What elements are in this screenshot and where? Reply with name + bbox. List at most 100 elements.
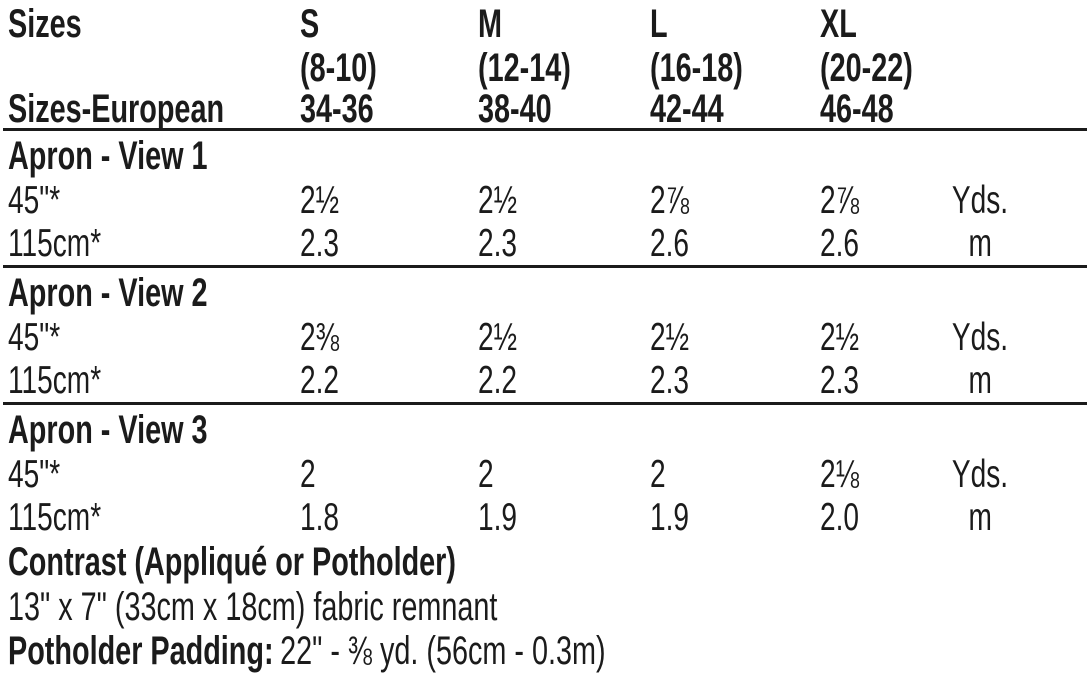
yardage-value: 2.6: [650, 222, 690, 265]
fabric-width-label-cell: 45"*: [0, 179, 300, 222]
yardage-value-cell: 2⅞: [650, 179, 820, 222]
sizes-corner-cell: Sizes: [0, 2, 300, 46]
european-size-m-cell: 38-40: [478, 89, 650, 129]
yardage-value: 2.3: [478, 222, 518, 265]
yardage-row-view3-115cm: 115cm* 1.8 1.9 1.9 2.0 m: [0, 496, 1092, 539]
contrast-note-title: Contrast (Appliqué or Potholder): [0, 540, 1092, 585]
contrast-note-title-text: Contrast (Appliqué or Potholder): [8, 540, 456, 584]
fabric-width-label: 45"*: [8, 316, 61, 359]
unit-cell: m: [930, 496, 1030, 539]
european-size-l: 42-44: [650, 87, 724, 131]
size-range-s-cell: (8-10): [300, 46, 478, 90]
unit-label-meters: m: [968, 222, 992, 265]
european-size-xl: 46-48: [820, 87, 894, 131]
european-size-xl-cell: 46-48: [820, 87, 930, 131]
yardage-value-cell: 2.3: [650, 359, 820, 402]
section-divider: [3, 402, 1087, 405]
yardage-value: 2.3: [820, 359, 860, 402]
size-header-xl: XL: [820, 2, 857, 46]
empty-cell: [930, 46, 1030, 90]
size-range-xl: (20-22): [820, 46, 913, 90]
yardage-value: 2: [478, 453, 494, 496]
yardage-value-cell: 2⅞: [820, 179, 930, 222]
yardage-value-cell: 2.2: [300, 359, 478, 402]
unit-label-meters: m: [968, 496, 992, 539]
yardage-value-cell: 2½: [300, 179, 478, 222]
size-header-s: S: [300, 2, 320, 46]
header-divider: [3, 128, 1087, 131]
section-title-view2: Apron - View 2: [0, 270, 1092, 316]
potholder-padding-value: 22" - ⅜ yd. (56cm - 0.3m): [280, 629, 606, 673]
yardage-row-view1-45in: 45"* 2½ 2½ 2⅞ 2⅞ Yds.: [0, 179, 1092, 222]
yardage-value: 2.2: [300, 359, 340, 402]
unit-cell: Yds.: [930, 179, 1030, 222]
yardage-value-cell: 2.3: [478, 222, 650, 265]
yardage-value: 2.6: [820, 222, 860, 265]
size-range-l: (16-18): [650, 46, 743, 90]
yardage-value-cell: 2: [478, 453, 650, 496]
unit-cell: Yds.: [930, 453, 1030, 496]
potholder-padding-label: Potholder Padding:: [8, 629, 274, 673]
size-range-m-cell: (12-14): [478, 46, 650, 90]
header-row-ranges: (8-10) (12-14) (16-18) (20-22): [0, 46, 1092, 90]
yardage-row-view1-115cm: 115cm* 2.3 2.3 2.6 2.6 m: [0, 222, 1092, 265]
section-title-view3-text: Apron - View 3: [8, 408, 208, 452]
size-header-l: L: [650, 2, 668, 46]
potholder-padding-note: Potholder Padding: 22" - ⅜ yd. (56cm - 0.…: [0, 629, 1092, 673]
size-range-m: (12-14): [478, 46, 571, 90]
section-title-view2-text: Apron - View 2: [8, 271, 208, 315]
yardage-value: 2.2: [478, 359, 518, 402]
section-title-view1: Apron - View 1: [0, 133, 1092, 179]
fabric-width-label: 115cm*: [8, 222, 102, 265]
unit-cell: m: [930, 359, 1030, 402]
yardage-value: 2: [300, 453, 316, 496]
yardage-value: 2.3: [650, 359, 690, 402]
yardage-value: 2½: [478, 179, 518, 222]
yardage-value-cell: 2½: [478, 179, 650, 222]
size-range-l-cell: (16-18): [650, 46, 820, 90]
empty-cell: [930, 90, 1030, 128]
yardage-value-cell: 2: [300, 453, 478, 496]
unit-cell: Yds.: [930, 316, 1030, 359]
yardage-value-cell: 2½: [478, 316, 650, 359]
unit-label-yards: Yds.: [951, 179, 1009, 222]
yardage-value-cell: 2: [650, 453, 820, 496]
fabric-width-label-cell: 115cm*: [0, 496, 300, 539]
european-size-l-cell: 42-44: [650, 87, 820, 131]
sizes-corner-label: Sizes: [8, 2, 82, 46]
fabric-width-label: 45"*: [8, 453, 61, 496]
yardage-value-cell: 2.2: [478, 359, 650, 402]
yardage-value: 2⅞: [650, 179, 690, 222]
fabric-width-label-cell: 115cm*: [0, 359, 300, 402]
section-title-view1-text: Apron - View 1: [8, 134, 208, 178]
yardage-value: 1.9: [650, 496, 690, 539]
fabric-width-label-cell: 45"*: [0, 453, 300, 496]
empty-cell: [0, 46, 300, 90]
yardage-value-cell: 1.9: [650, 496, 820, 539]
yardage-value: 2½: [300, 179, 340, 222]
yardage-value: 2½: [650, 316, 690, 359]
european-size-s: 34-36: [300, 87, 374, 131]
unit-label-yards: Yds.: [951, 316, 1009, 359]
yardage-value-cell: 2.3: [300, 222, 478, 265]
size-header-l-cell: L: [650, 2, 820, 46]
yardage-value-cell: 2.3: [820, 359, 930, 402]
yardage-value-cell: 2⅜: [300, 316, 478, 359]
empty-cell: [930, 2, 1030, 46]
yardage-value-cell: 1.8: [300, 496, 478, 539]
unit-label-yards: Yds.: [951, 453, 1009, 496]
yardage-value: 1.8: [300, 496, 340, 539]
contrast-note-detail-text: 13" x 7" (33cm x 18cm) fabric remnant: [8, 585, 498, 629]
yardage-value: 2½: [820, 316, 860, 359]
fabric-width-label-cell: 45"*: [0, 316, 300, 359]
unit-cell: m: [930, 222, 1030, 265]
yardage-value: 2.3: [300, 222, 340, 265]
yardage-value: 2½: [478, 316, 518, 359]
section-divider: [3, 265, 1087, 268]
unit-label-meters: m: [968, 359, 992, 402]
european-label-cell: Sizes-European: [0, 89, 300, 129]
european-size-s-cell: 34-36: [300, 87, 478, 131]
size-range-s: (8-10): [300, 46, 377, 90]
yardage-value: 2.0: [820, 496, 860, 539]
section-title-view3: Apron - View 3: [0, 407, 1092, 453]
